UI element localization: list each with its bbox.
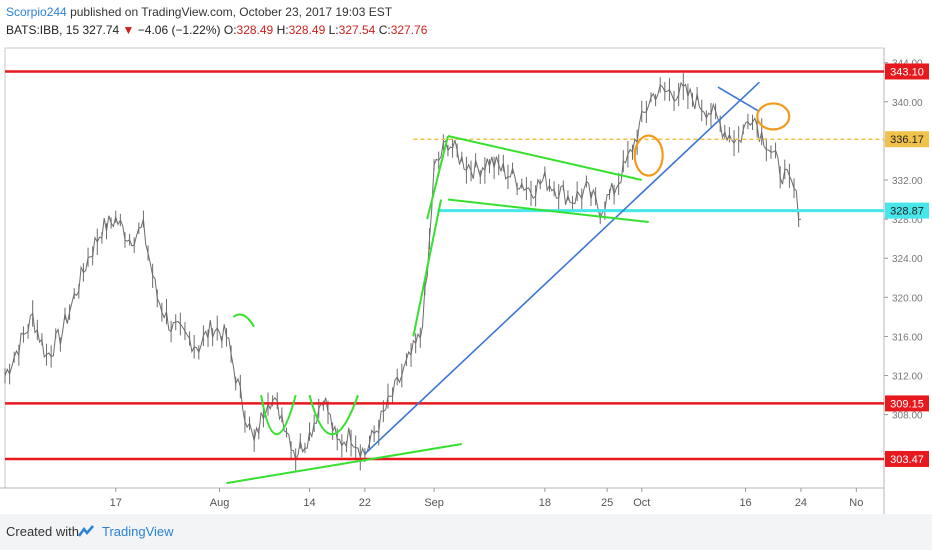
x-tick-label: 18 (539, 497, 551, 509)
y-tick-label: 328.00 (892, 215, 923, 226)
green-rally-line-a (412, 199, 443, 337)
symbol-label: BATS:IBB, 15 (6, 23, 80, 37)
green-flag-upper (447, 135, 642, 181)
low-label: L: (328, 23, 339, 37)
x-tick-label: 14 (303, 497, 315, 509)
last-price: 327.74 (82, 23, 120, 37)
green-base-trendline (226, 443, 462, 485)
green-cup-left (260, 394, 297, 435)
y-tick-label: 320.00 (892, 293, 923, 304)
x-tick-label: 17 (110, 497, 122, 509)
plot-frame (4, 47, 885, 489)
y-tick-label: 308.00 (892, 411, 923, 422)
price-label-box (885, 450, 929, 467)
green-flag-lower (447, 198, 649, 224)
orange-circle-breakout (633, 134, 664, 177)
price-label-text: 309.15 (890, 398, 924, 410)
y-tick-label: 332.00 (892, 176, 923, 187)
green-rally-line-b (426, 135, 449, 220)
open-value: 328.49 (236, 23, 274, 37)
price-label-box (885, 131, 929, 148)
x-tick-label: Oct (633, 497, 650, 509)
price-label-text: 343.10 (890, 66, 924, 78)
close-label: C: (378, 23, 391, 37)
x-tick-label: 22 (359, 497, 371, 509)
ohlc-line: BATS:IBB, 15 327.74 ▼ −4.06 (−1.22%) O:3… (6, 23, 427, 37)
price-label-box (885, 395, 929, 412)
y-tick-label: 312.00 (892, 372, 923, 383)
x-tick-label: 25 (601, 497, 613, 509)
high-value: 328.49 (288, 23, 326, 37)
y-tick-label: 340.00 (892, 98, 923, 109)
y-tick-label: 324.00 (892, 254, 923, 265)
price-chart[interactable]: 344.00340.00336.00332.00328.00324.00320.… (0, 44, 932, 514)
publish-line: Scorpio244 published on TradingView.com,… (6, 5, 392, 19)
green-small-arc (232, 313, 256, 328)
price-label-box (885, 63, 929, 80)
orange-circle-top (756, 102, 791, 131)
price-series-line (4, 81, 802, 462)
x-tick-label: Aug (210, 497, 230, 509)
price-change: −4.06 (−1.22%) (137, 23, 221, 37)
green-cup-right (308, 394, 359, 436)
price-label-box (885, 202, 929, 219)
open-label: O: (223, 23, 237, 37)
price-label-text: 328.87 (890, 206, 924, 218)
low-value: 327.54 (338, 23, 376, 37)
y-tick-label: 316.00 (892, 332, 923, 343)
author-link[interactable]: Scorpio244 (6, 5, 67, 19)
tradingview-logo-icon (78, 525, 94, 537)
blue-trendline (364, 81, 760, 455)
tradingview-brand-link[interactable]: TradingView (102, 524, 174, 539)
footer-bar: Created with TradingView (0, 514, 932, 550)
price-label-text: 336.17 (890, 134, 924, 146)
blue-short-trendline (717, 86, 760, 113)
created-with-text: Created with (6, 524, 79, 539)
x-tick-label: 24 (795, 497, 807, 509)
x-tick-label: No (849, 497, 863, 509)
published-text: published on TradingView.com, October 23… (70, 5, 393, 19)
x-tick-label: 16 (739, 497, 751, 509)
price-label-text: 303.47 (890, 454, 924, 466)
x-tick-label: Sep (424, 497, 444, 509)
close-value: 327.76 (390, 23, 428, 37)
high-label: H: (276, 23, 289, 37)
down-arrow-icon: ▼ (122, 23, 135, 37)
